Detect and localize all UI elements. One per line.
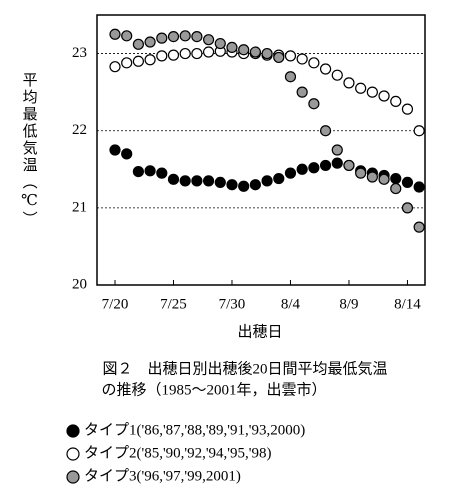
marker [144,165,156,177]
marker [366,171,378,183]
marker [109,144,121,156]
x-tick-label: 8/14 [394,296,421,312]
marker [413,125,425,137]
marker [121,148,133,160]
marker [191,30,203,43]
marker [296,86,308,98]
marker [273,51,285,64]
marker [308,57,320,69]
caption: 図２ 出穂日別出穂後20日間平均最低気温 [102,360,387,377]
marker [366,86,378,98]
marker [144,54,156,66]
caption: の推移（1985～2001年，出雲市） [101,381,326,398]
marker [308,98,320,110]
marker [167,30,180,43]
marker [214,37,226,50]
marker [355,167,367,179]
marker [378,173,390,185]
legend-marker [66,470,80,484]
x-tick-label: 7/30 [219,296,246,312]
y-tick-label: 23 [72,45,87,61]
x-tick-label: 8/9 [339,296,358,312]
marker [179,175,191,187]
marker [249,46,261,58]
marker [378,90,390,102]
marker [144,36,156,48]
legend-marker [66,447,80,461]
marker [390,182,402,195]
x-axis-title: 出穂日 [237,323,282,340]
marker [109,28,121,40]
marker [167,49,180,61]
marker [238,44,250,56]
x-tick-label: 7/20 [102,296,129,312]
marker [284,71,297,83]
marker [156,167,168,179]
marker [226,179,238,191]
legend-label: タイプ1('86,'87,'88,'89,'91,'93,2000) [84,421,305,438]
marker [167,173,180,185]
marker [226,41,238,54]
marker [121,30,133,42]
marker [132,55,144,67]
x-tick-label: 7/25 [160,296,187,312]
marker [156,50,168,62]
marker [121,57,133,69]
y-tick-label: 21 [72,199,87,215]
marker [191,47,203,60]
marker [284,167,297,179]
legend-marker [66,424,80,438]
marker [296,53,308,65]
marker [401,103,414,115]
marker [179,30,191,42]
marker [331,144,343,156]
marker [319,63,332,75]
marker [343,159,355,172]
marker [273,172,285,185]
marker [390,95,402,108]
marker [343,77,355,89]
plot-frame [96,14,426,286]
marker [156,32,168,44]
marker [214,176,226,188]
marker [132,38,144,50]
marker [191,175,203,187]
marker [249,179,261,191]
marker [401,176,414,188]
y-axis-title: 平均最低気温（℃） [21,72,38,228]
marker [109,61,121,73]
marker [331,69,343,81]
marker [401,202,414,214]
marker [319,159,332,172]
y-tick-label: 22 [72,122,87,138]
marker [202,34,215,46]
marker [261,47,273,60]
marker [413,181,425,193]
marker [284,50,297,62]
marker [413,221,425,233]
marker [202,46,215,58]
legend-label: タイプ2('85,'90,'92,'94,'95,'98) [84,444,271,461]
marker [308,162,320,174]
marker [296,163,308,175]
y-tick-label: 20 [72,276,87,292]
x-tick-label: 8/4 [281,296,301,312]
marker [331,157,343,169]
marker [179,47,191,60]
marker [390,172,402,185]
marker [238,180,250,192]
marker [202,175,215,187]
marker [261,175,273,187]
marker [319,125,332,137]
marker [355,82,367,94]
marker [132,166,144,178]
legend-label: タイプ3('96,'97,'99,2001) [84,467,241,484]
